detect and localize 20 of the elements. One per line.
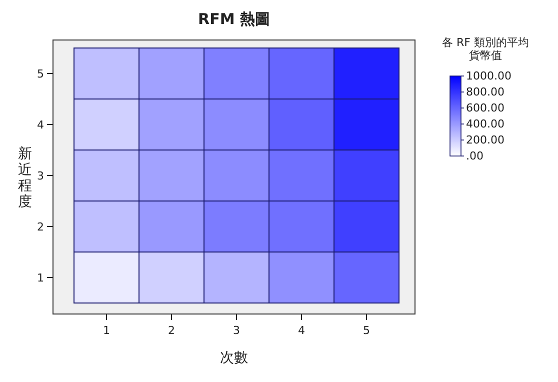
color-bar-label: 600.00 — [466, 102, 504, 114]
y-tick-label: 2 — [37, 220, 44, 234]
y-tick-label: 3 — [37, 170, 44, 182]
legend-title: 各 RF 類別的平均貨幣值 — [442, 36, 529, 62]
x-axis-title: 次數 — [220, 350, 248, 366]
y-tick-label: 5 — [37, 68, 44, 80]
x-tick-label: 2 — [168, 324, 175, 337]
color-bar-label: .00 — [466, 150, 484, 162]
x-tick-label: 5 — [363, 324, 370, 337]
x-tick-label: 3 — [233, 324, 240, 337]
x-tick-label: 4 — [298, 324, 305, 337]
color-bar-label: 400.00 — [466, 118, 504, 130]
y-tick-label: 4 — [37, 118, 44, 132]
chart-title: RFM 熱圖 — [198, 10, 270, 28]
color-bar-label: 800.00 — [466, 86, 504, 98]
color-bar-label: 1000.00 — [466, 70, 512, 82]
color-bar-label: 200.00 — [466, 134, 504, 146]
y-axis-title: 新近程度 — [18, 146, 32, 210]
y-tick-label: 1 — [37, 272, 44, 284]
x-tick-label: 1 — [103, 324, 110, 337]
